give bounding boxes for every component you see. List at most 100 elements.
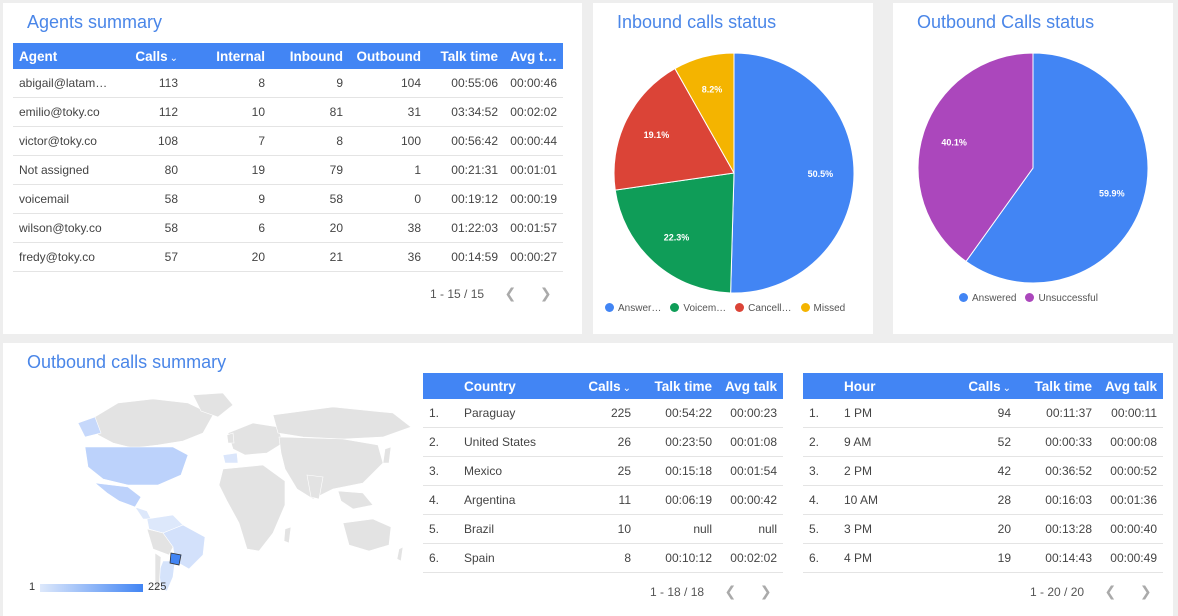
inbound-slice-1[interactable] — [614, 172, 735, 294]
col-avg-talk[interactable]: Avg talk — [718, 373, 783, 399]
country-row[interactable]: 4. Argentina 11 00:06:19 00:00:42 — [423, 485, 783, 515]
table-cell: 00:55:06 — [427, 69, 504, 98]
table-cell: 57 — [116, 242, 184, 272]
agents-pager-label: 1 - 15 / 15 — [430, 287, 485, 301]
table-cell: 00:23:50 — [637, 427, 718, 457]
table-cell: 25 — [565, 456, 637, 486]
agent-row[interactable]: fredy@toky.co 57 20 21 36 00:14:59 00:00:27 — [13, 242, 563, 272]
table-cell: 00:36:52 — [1017, 456, 1098, 486]
table-cell: 4. — [803, 485, 838, 515]
table-cell: 81 — [271, 97, 349, 127]
agent-row[interactable]: emilio@toky.co 112 10 81 31 03:34:52 00:02:02 — [13, 97, 563, 127]
table-cell: 3. — [423, 456, 458, 486]
table-cell: 108 — [116, 126, 184, 156]
country-row[interactable]: 6. Spain 8 00:10:12 00:02:02 — [423, 543, 783, 573]
table-cell: 26 — [565, 427, 637, 457]
agent-row[interactable]: wilson@toky.co 58 6 20 38 01:22:03 00:01:57 — [13, 213, 563, 243]
outbound-legend-item[interactable]: Unsuccessful — [1025, 293, 1098, 304]
table-cell: 28 — [935, 485, 1017, 515]
chevron-left-icon[interactable]: ❮ — [1104, 583, 1117, 599]
hour-row[interactable]: 6. 4 PM 19 00:14:43 00:00:49 — [803, 543, 1163, 573]
agent-row[interactable]: Not assigned 80 19 79 1 00:21:31 00:01:01 — [13, 155, 563, 185]
legend-label: Answered — [972, 293, 1017, 304]
map-madagascar — [283, 526, 292, 544]
table-cell: 00:02:02 — [504, 97, 563, 127]
col-avg-talk[interactable]: Avg talk — [1098, 373, 1163, 399]
country-row[interactable]: 5. Brazil 10 null null — [423, 514, 783, 544]
col-talk-time[interactable]: Talk time — [427, 43, 504, 69]
col-country[interactable]: Country — [458, 373, 565, 399]
map-australia — [342, 518, 392, 552]
col-internal[interactable]: Internal — [184, 43, 271, 69]
inbound-slice-2[interactable] — [613, 67, 735, 191]
col-calls[interactable]: Calls ⌄ — [565, 373, 637, 399]
map-uk — [226, 432, 235, 444]
hour-row[interactable]: 1. 1 PM 94 00:11:37 00:00:11 — [803, 399, 1163, 428]
table-cell: 00:01:36 — [1098, 485, 1163, 515]
col-talk-time[interactable]: Talk time — [1017, 373, 1098, 399]
col-inbound[interactable]: Inbound — [271, 43, 349, 69]
col-hour[interactable]: Hour — [838, 373, 935, 399]
table-cell: 20 — [271, 213, 349, 243]
chevron-left-icon[interactable]: ❮ — [724, 583, 737, 599]
table-cell: 42 — [935, 456, 1017, 486]
col-calls[interactable]: Calls ⌄ — [935, 373, 1017, 399]
table-cell: 8 — [565, 543, 637, 573]
country-row[interactable]: 1. Paraguay 225 00:54:22 00:00:23 — [423, 399, 783, 428]
col-avg-talk[interactable]: Avg t… — [504, 43, 563, 69]
world-map[interactable] — [23, 393, 413, 593]
table-cell: 7 — [184, 126, 271, 156]
country-row[interactable]: 2. United States 26 00:23:50 00:01:08 — [423, 427, 783, 457]
inbound-legend: Answer… Voicem… Cancell… Missed — [605, 303, 854, 314]
legend-swatch-icon — [670, 303, 680, 312]
inbound-slice-0[interactable] — [730, 52, 855, 294]
hour-row[interactable]: 5. 3 PM 20 00:13:28 00:00:40 — [803, 514, 1163, 544]
hour-row[interactable]: 2. 9 AM 52 00:00:33 00:00:08 — [803, 427, 1163, 457]
table-cell: 00:54:22 — [637, 399, 718, 428]
outbound-slice-0[interactable] — [965, 52, 1149, 284]
chevron-right-icon[interactable]: ❯ — [759, 583, 772, 599]
table-cell: 31 — [349, 97, 427, 127]
inbound-slice-label: 19.1% — [644, 130, 670, 140]
hour-row[interactable]: 4. 10 AM 28 00:16:03 00:01:36 — [803, 485, 1163, 515]
agent-row[interactable]: victor@toky.co 108 7 8 100 00:56:42 00:00:44 — [13, 126, 563, 156]
agents-summary-title: Agents summary — [27, 12, 163, 32]
chevron-right-icon[interactable]: ❯ — [1139, 583, 1152, 599]
col-talk-time[interactable]: Talk time — [637, 373, 718, 399]
table-cell: Mexico — [458, 456, 565, 486]
table-cell: null — [718, 514, 783, 544]
outbound-slice-1[interactable] — [917, 52, 1034, 263]
inbound-status-card: Inbound calls status 50.5% 22.3% 19.1% 8.2%… — [593, 3, 873, 334]
inbound-legend-item[interactable]: Missed — [800, 303, 845, 314]
table-cell: abigail@latam… — [13, 69, 116, 98]
outbound-legend-item[interactable]: Answered — [959, 293, 1016, 304]
inbound-legend-item[interactable]: Voicem… — [670, 303, 726, 314]
country-pager-label: 1 - 18 / 18 — [650, 585, 705, 599]
inbound-slice-label: 8.2% — [702, 84, 723, 94]
table-cell: United States — [458, 427, 565, 457]
inbound-legend-item[interactable]: Cancell… — [735, 303, 792, 314]
inbound-legend-item[interactable]: Answer… — [605, 303, 661, 314]
outbound-slice-label: 40.1% — [941, 138, 967, 148]
col-agent[interactable]: Agent — [13, 43, 116, 69]
agents-summary-card: Agents summary Agent Calls ⌄ Internal Inb… — [3, 3, 582, 334]
chevron-right-icon[interactable]: ❯ — [539, 285, 552, 301]
table-cell: 5. — [423, 514, 458, 544]
table-cell: 38 — [349, 213, 427, 243]
agent-row[interactable]: abigail@latam… 113 8 9 104 00:55:06 00:00:46 — [13, 69, 563, 98]
agent-row[interactable]: voicemail 58 9 58 0 00:19:12 00:00:19 — [13, 184, 563, 214]
table-cell: 112 — [116, 97, 184, 127]
table-cell: 58 — [116, 213, 184, 243]
table-cell: Paraguay — [458, 399, 565, 428]
table-cell: 00:00:44 — [504, 126, 563, 156]
table-cell: 6 — [184, 213, 271, 243]
col-outbound[interactable]: Outbound — [349, 43, 427, 69]
hour-row[interactable]: 3. 2 PM 42 00:36:52 00:00:52 — [803, 456, 1163, 486]
table-cell: 8 — [271, 126, 349, 156]
table-cell: 00:11:37 — [1017, 399, 1098, 428]
legend-label: Unsuccessful — [1038, 293, 1098, 304]
inbound-slice-3[interactable] — [674, 52, 735, 175]
col-calls[interactable]: Calls ⌄ — [116, 43, 184, 69]
chevron-left-icon[interactable]: ❮ — [504, 285, 517, 301]
country-row[interactable]: 3. Mexico 25 00:15:18 00:01:54 — [423, 456, 783, 486]
